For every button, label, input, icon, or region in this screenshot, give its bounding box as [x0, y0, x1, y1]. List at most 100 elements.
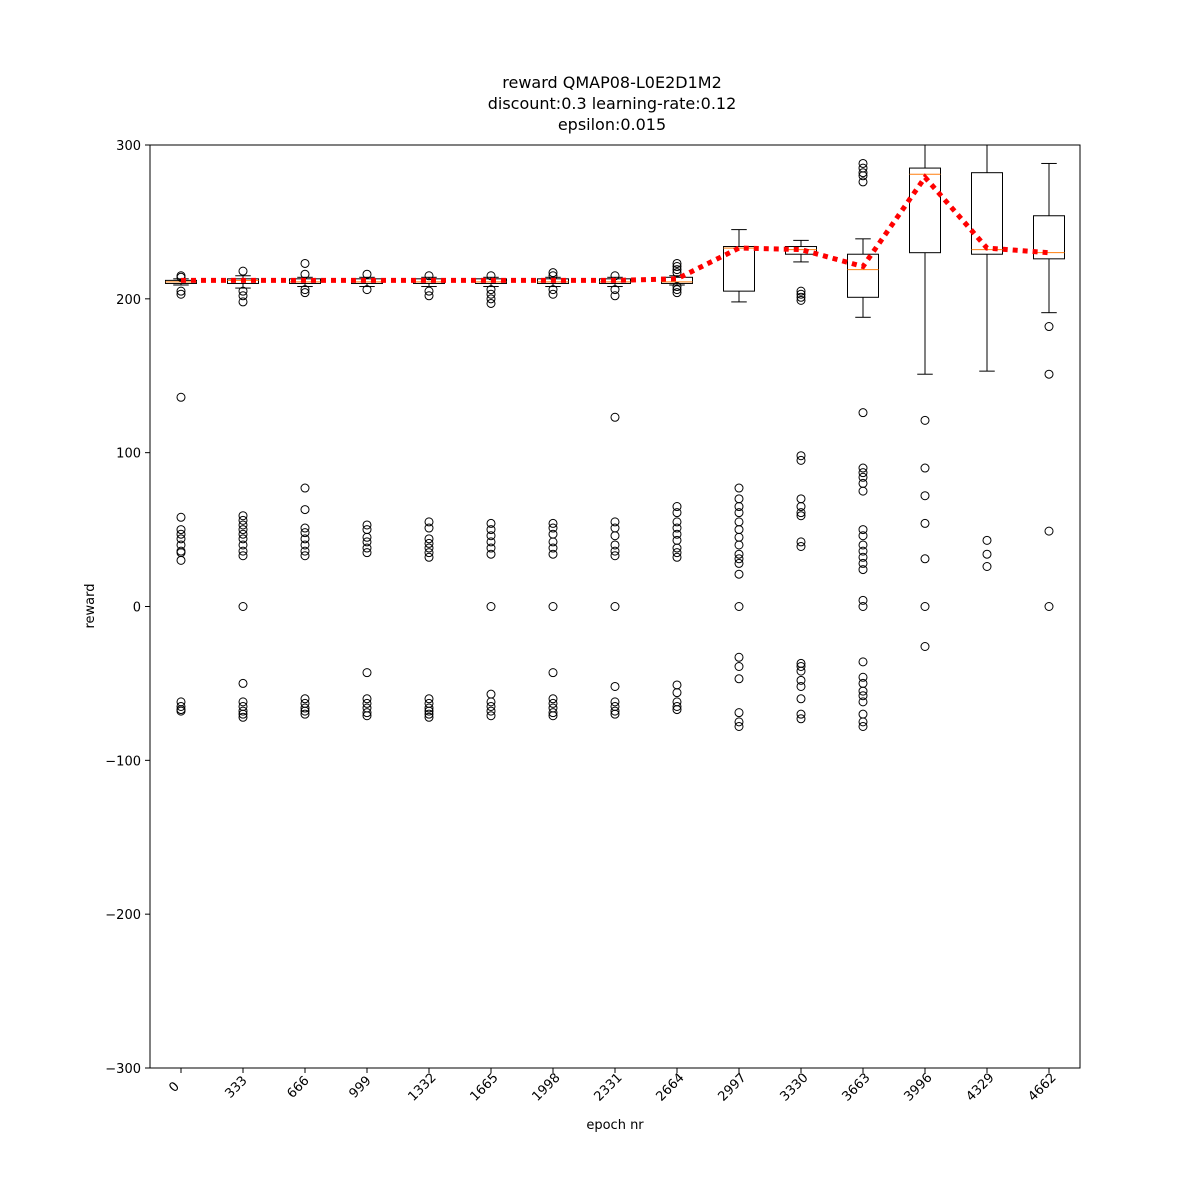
outlier — [424, 706, 434, 716]
outlier — [176, 392, 186, 402]
outlier — [548, 289, 558, 299]
box — [909, 167, 941, 254]
outlier — [424, 523, 434, 533]
outlier — [796, 455, 806, 465]
outlier — [362, 269, 372, 279]
outlier — [734, 602, 744, 611]
outlier — [610, 706, 620, 716]
outlier — [424, 286, 434, 296]
outlier — [920, 415, 930, 425]
outlier — [796, 451, 806, 461]
outlier — [486, 531, 496, 541]
outlier — [548, 698, 558, 708]
outlier — [858, 552, 868, 562]
outlier — [300, 505, 310, 515]
outlier — [858, 686, 868, 696]
outlier — [486, 537, 496, 547]
outlier — [672, 701, 682, 711]
outlier — [672, 529, 682, 539]
outlier — [672, 705, 682, 715]
outlier — [238, 291, 248, 301]
outlier — [362, 520, 372, 530]
outlier — [672, 258, 682, 268]
outlier — [362, 708, 372, 718]
outlier — [548, 711, 558, 721]
outlier — [486, 549, 496, 559]
outlier — [920, 554, 930, 564]
y-tick-label: 0 — [133, 601, 141, 616]
outlier — [734, 540, 744, 550]
outlier — [548, 537, 558, 547]
outlier — [176, 701, 186, 711]
outlier — [796, 542, 806, 552]
y-tick-label: 300 — [116, 139, 141, 154]
outlier — [486, 525, 496, 535]
outlier — [486, 706, 496, 716]
outlier — [176, 529, 186, 539]
outlier — [548, 268, 558, 278]
box — [971, 172, 1003, 255]
outlier — [238, 534, 248, 544]
outlier — [300, 528, 310, 538]
outlier — [238, 297, 248, 307]
outlier — [920, 463, 930, 473]
outlier — [176, 534, 186, 544]
outlier — [858, 717, 868, 727]
outlier — [858, 565, 868, 575]
outlier — [424, 291, 434, 301]
outlier — [548, 549, 558, 559]
outlier — [486, 543, 496, 553]
outlier — [734, 558, 744, 568]
outlier — [238, 712, 248, 722]
outlier — [176, 555, 186, 565]
outlier — [238, 266, 248, 276]
outlier — [672, 548, 682, 558]
outlier — [300, 288, 310, 298]
outlier — [672, 288, 682, 298]
outlier — [672, 508, 682, 518]
outlier — [858, 472, 868, 482]
outlier — [548, 518, 558, 528]
outlier — [548, 694, 558, 704]
outlier — [610, 709, 620, 719]
outlier — [858, 595, 868, 605]
outlier — [238, 697, 248, 707]
outlier — [362, 532, 372, 542]
outlier — [300, 709, 310, 719]
outlier — [858, 540, 868, 550]
outlier — [858, 158, 868, 168]
outlier — [796, 714, 806, 724]
x-axis-label: epoch nr — [586, 1118, 644, 1133]
outlier — [672, 265, 682, 275]
outlier — [982, 562, 992, 572]
outlier — [796, 675, 806, 685]
outlier — [734, 708, 744, 718]
outlier — [300, 534, 310, 544]
outlier — [796, 286, 806, 296]
outlier — [1044, 369, 1054, 379]
outlier — [176, 286, 186, 296]
outlier — [734, 674, 744, 684]
chart-subtitle: epsilon:0.015 — [558, 115, 666, 134]
outlier — [424, 709, 434, 719]
outlier — [858, 721, 868, 731]
outlier — [362, 285, 372, 295]
outlier — [796, 511, 806, 521]
outlier — [734, 502, 744, 512]
outlier — [796, 661, 806, 671]
outlier — [548, 543, 558, 553]
outlier — [486, 518, 496, 528]
outlier — [300, 694, 310, 704]
outlier — [672, 543, 682, 553]
outlier — [548, 602, 558, 611]
outlier — [486, 294, 496, 304]
outlier — [858, 468, 868, 478]
outlier — [424, 517, 434, 527]
outlier — [610, 540, 620, 550]
outlier — [796, 537, 806, 547]
outlier — [858, 531, 868, 541]
outlier — [176, 706, 186, 716]
box — [723, 246, 755, 292]
y-tick-label: −100 — [105, 754, 141, 769]
outlier — [672, 268, 682, 278]
